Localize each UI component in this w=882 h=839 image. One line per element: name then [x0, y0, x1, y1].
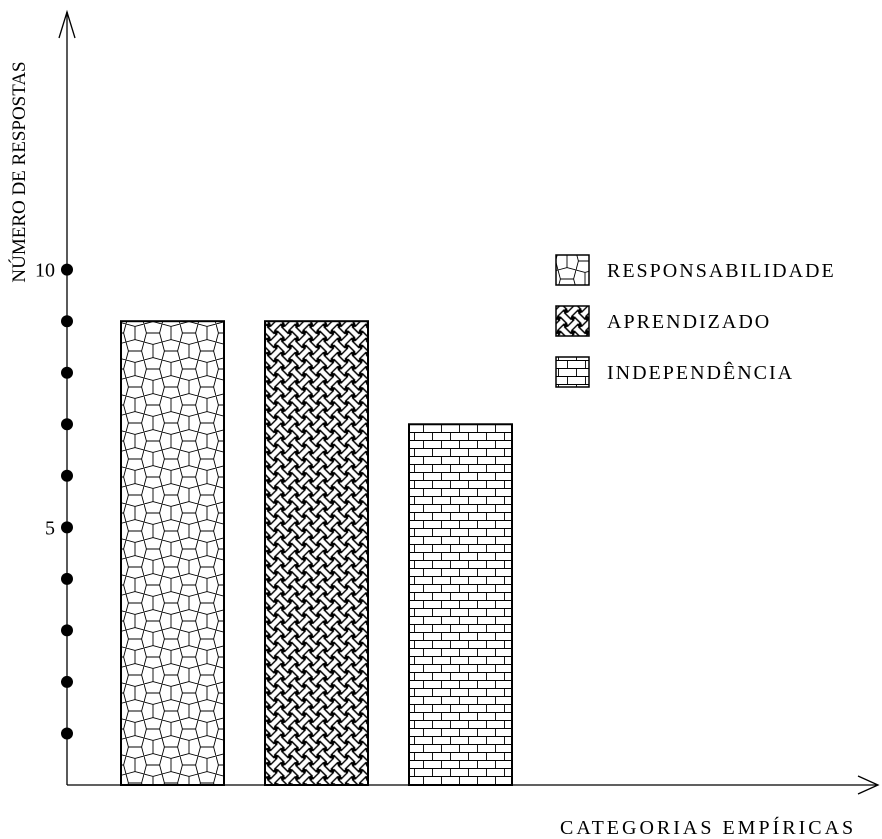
y-tick-dot-7: [61, 418, 73, 431]
y-tick-dot-6: [61, 469, 73, 482]
bars: [120, 320, 513, 786]
x-axis-title: CATEGORIAS EMPÍRICAS: [560, 816, 856, 839]
y-tick-dot-9: [61, 315, 73, 328]
x-axis: [67, 775, 880, 795]
legend-swatch-responsabilidade: [555, 254, 590, 286]
legend-label-aprendizado: APRENDIZADO: [607, 311, 771, 333]
y-tick-dot-3: [61, 624, 73, 637]
y-tick-dot-10: [61, 263, 73, 276]
legend-label-independencia: INDEPENDÊNCIA: [607, 361, 794, 384]
y-tick-label-10: 10: [35, 260, 55, 282]
y-tick-dot-5: [61, 521, 73, 534]
y-ticks: 5 10: [35, 260, 73, 740]
y-axis: [58, 9, 76, 785]
legend-item-responsabilidade: RESPONSABILIDADE: [555, 254, 836, 286]
legend-swatch-aprendizado: [555, 305, 590, 337]
legend-swatch-independencia: [555, 356, 590, 388]
legend: RESPONSABILIDADE APRENDIZADO INDEPENDÊNCIA: [555, 254, 836, 388]
bar-independencia: [408, 423, 513, 786]
y-axis-arrow-icon: [58, 9, 76, 39]
legend-item-independencia: INDEPENDÊNCIA: [555, 356, 794, 388]
legend-item-aprendizado: APRENDIZADO: [555, 305, 771, 337]
y-axis-title: NÚMERO DE RESPOSTAS: [8, 61, 30, 282]
y-tick-dot-8: [61, 366, 73, 379]
x-axis-arrow-icon: [857, 775, 880, 795]
bar-aprendizado: [264, 320, 369, 786]
y-tick-dot-2: [61, 675, 73, 688]
bar-responsabilidade: [120, 320, 225, 786]
y-tick-dot-1: [61, 727, 73, 740]
legend-label-responsabilidade: RESPONSABILIDADE: [607, 260, 836, 282]
y-tick-label-5: 5: [45, 517, 55, 539]
y-tick-dot-4: [61, 572, 73, 585]
